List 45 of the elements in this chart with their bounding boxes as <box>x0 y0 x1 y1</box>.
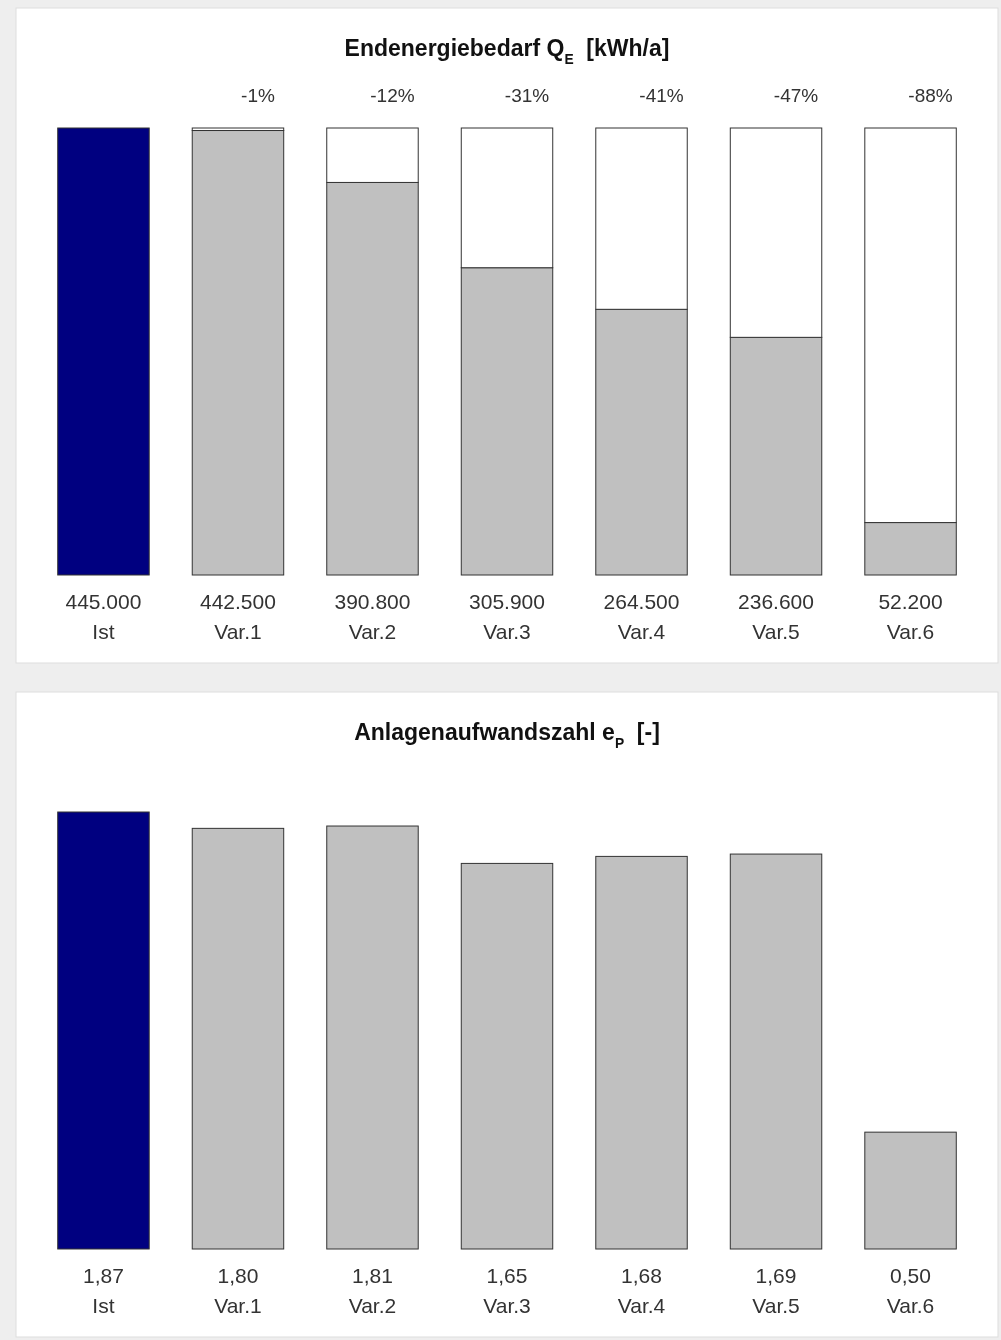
x-tick-label: Var.1 <box>214 620 262 643</box>
x-tick-label: Var.3 <box>483 620 531 643</box>
x-tick-label: Var.2 <box>348 620 397 643</box>
data-label: 1,65 <box>486 1264 528 1287</box>
bar <box>864 1131 957 1250</box>
data-label: 1,69 <box>755 1264 797 1287</box>
x-tick-label: Var.4 <box>617 1294 666 1317</box>
data-label: 1,68 <box>621 1264 662 1287</box>
data-label: 390.800 <box>334 590 411 613</box>
x-tick-label: Var.2 <box>348 1294 397 1317</box>
text: -88% <box>908 85 953 106</box>
x-tick-label: Var.1 <box>214 1294 262 1317</box>
bar <box>326 825 419 1250</box>
text: -47% <box>773 85 819 106</box>
data-label: 1,81 <box>352 1264 393 1287</box>
bar <box>57 811 150 1250</box>
x-tick-label: Ist <box>92 1294 115 1317</box>
chart-title: Anlagenaufwandszahl e$_{P}$ [-] <box>354 719 660 751</box>
bar <box>57 127 150 576</box>
data-label: 305.900 <box>469 590 545 613</box>
data-label: 264.500 <box>603 590 680 613</box>
data-label: 1,87 <box>83 1264 124 1287</box>
text: -1% <box>241 85 275 106</box>
x-tick-label: Ist <box>92 620 115 643</box>
text: -41% <box>639 85 684 106</box>
data-label: 52.200 <box>878 590 943 613</box>
data-label: 236.600 <box>738 590 814 613</box>
x-tick-label: Var.5 <box>752 1294 800 1317</box>
bar <box>595 855 688 1250</box>
bar <box>191 827 285 1250</box>
text: -12% <box>370 85 415 106</box>
x-tick-label: Var.6 <box>886 620 935 643</box>
data-label: 442.500 <box>200 590 276 613</box>
data-label: 1,80 <box>217 1264 259 1287</box>
bar <box>191 130 285 576</box>
bar <box>460 862 554 1250</box>
x-tick-label: Var.3 <box>483 1294 531 1317</box>
text: -31% <box>504 85 550 106</box>
x-tick-label: Var.5 <box>752 620 800 643</box>
data-label: 445.000 <box>65 590 142 613</box>
chart-title: Endenergiebedarf Q$_{E}$ [kWh/a] <box>344 35 670 67</box>
data-label: 0,50 <box>890 1264 931 1287</box>
x-tick-label: Var.6 <box>886 1294 935 1317</box>
x-tick-label: Var.4 <box>617 620 666 643</box>
bar <box>729 853 823 1250</box>
